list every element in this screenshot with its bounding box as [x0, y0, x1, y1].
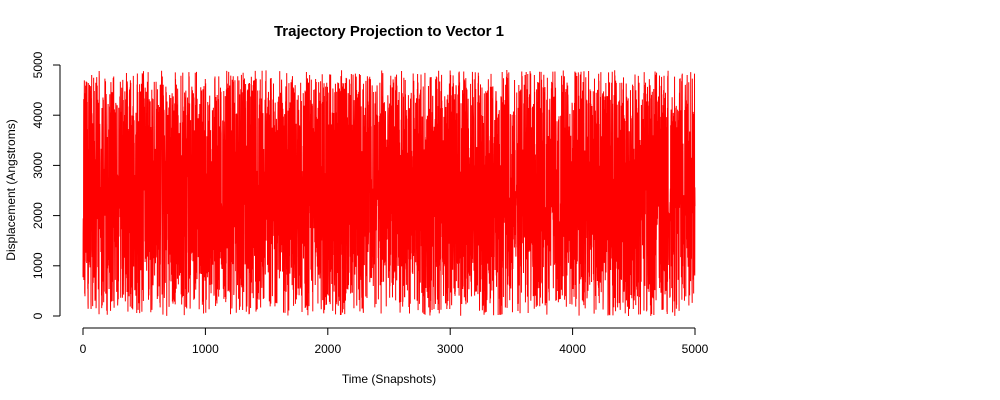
series-layer: [82, 70, 696, 317]
x-axis-label: Time (Snapshots): [342, 372, 436, 386]
x-tick-label: 0: [80, 342, 87, 356]
y-tick-label: 5000: [31, 51, 45, 78]
x-tick-label: 3000: [437, 342, 464, 356]
y-tick-label: 1000: [31, 252, 45, 279]
y-tick-label: 4000: [31, 102, 45, 129]
y-tick-label: 0: [31, 312, 45, 319]
chart-title: Trajectory Projection to Vector 1: [274, 23, 504, 40]
y-tick-label: 3000: [31, 152, 45, 179]
series-line: [82, 70, 696, 317]
x-tick-label: 5000: [682, 342, 709, 356]
y-axis: 0 1000 2000 3000 4000 5000: [31, 51, 61, 319]
y-tick-label: 2000: [31, 202, 45, 229]
x-axis: 0 1000 2000 3000 4000 5000: [80, 327, 709, 356]
y-axis-label: Displacement (Angstroms): [4, 119, 18, 260]
x-tick-label: 4000: [559, 342, 586, 356]
x-tick-label: 1000: [192, 342, 219, 356]
x-tick-label: 2000: [314, 342, 341, 356]
